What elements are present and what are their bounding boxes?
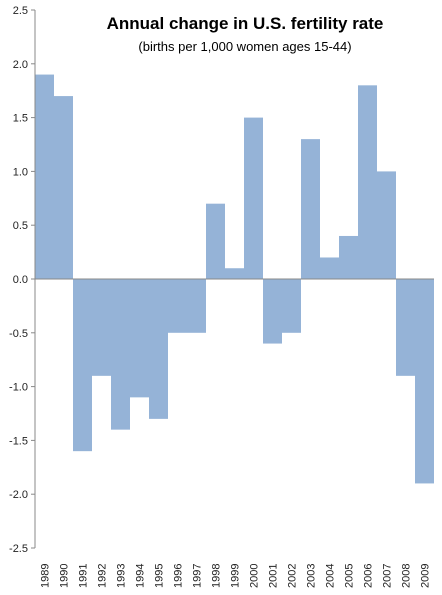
- bar-1999: [225, 268, 244, 279]
- bar-2008: [396, 279, 415, 376]
- x-tick-label: 2006: [363, 564, 375, 588]
- bar-2005: [339, 235, 358, 279]
- x-tick-label: 1992: [97, 564, 109, 588]
- chart-title: Annual change in U.S. fertility rate: [107, 14, 384, 33]
- x-tick-label: 2008: [401, 564, 413, 588]
- x-tick-label: 1997: [192, 564, 204, 588]
- bar-1992: [92, 279, 111, 376]
- x-tick-label: 2004: [325, 564, 337, 588]
- bars: [35, 74, 434, 484]
- x-tick-label: 1995: [154, 564, 166, 588]
- bar-1997: [187, 279, 206, 333]
- bar-2009: [415, 279, 434, 484]
- bar-2001: [263, 279, 282, 344]
- x-tick-label: 2001: [268, 564, 280, 588]
- x-tick-label: 1998: [211, 564, 223, 588]
- x-tick-label: 1993: [116, 564, 128, 588]
- bar-2007: [377, 171, 396, 279]
- y-tick-label: -2.0: [9, 489, 28, 501]
- bar-1998: [206, 203, 225, 279]
- x-tick-label: 2007: [382, 564, 394, 588]
- chart-subtitle: (births per 1,000 women ages 15-44): [138, 39, 351, 54]
- bar-1995: [149, 279, 168, 419]
- x-tick-label: 2009: [420, 564, 432, 588]
- x-tick-label: 1989: [40, 564, 52, 588]
- x-tick-label: 1994: [135, 564, 147, 588]
- x-tick-label: 2005: [344, 564, 356, 588]
- bar-1993: [111, 279, 130, 430]
- y-tick-label: -0.5: [9, 328, 28, 340]
- bar-2006: [358, 85, 377, 279]
- x-ticks: 1989 1990 1991 1992 1993 1994 1995 1996 1997 1998…: [40, 564, 432, 588]
- bar-1990: [54, 96, 73, 279]
- bar-1996: [168, 279, 187, 333]
- bar-1994: [130, 279, 149, 398]
- bar-1989: [35, 74, 54, 279]
- y-ticks: 2.5 2.0 1.5 1.0 0.5 0.0 -0.5 -1.0 -1.5 -2.0 -2.5: [9, 5, 35, 555]
- y-tick-label: -1.5: [9, 435, 28, 447]
- x-tick-label: 1999: [230, 564, 242, 588]
- bar-2004: [320, 257, 339, 279]
- x-tick-label: 2002: [287, 564, 299, 588]
- y-tick-label: 1.0: [13, 166, 28, 178]
- x-tick-label: 1991: [78, 564, 90, 588]
- bar-1991: [73, 279, 92, 452]
- bar-2003: [301, 139, 320, 279]
- y-tick-label: 0.0: [13, 274, 28, 286]
- x-tick-label: 2000: [249, 564, 261, 588]
- x-tick-label: 2003: [306, 564, 318, 588]
- y-tick-label: -1.0: [9, 382, 28, 394]
- bar-2000: [244, 117, 263, 279]
- y-tick-label: -2.5: [9, 543, 28, 555]
- y-tick-label: 0.5: [13, 220, 28, 232]
- y-tick-label: 2.5: [13, 5, 28, 17]
- y-tick-label: 2.0: [13, 59, 28, 71]
- x-tick-label: 1996: [173, 564, 185, 588]
- bar-2002: [282, 279, 301, 333]
- y-tick-label: 1.5: [13, 113, 28, 125]
- x-tick-label: 1990: [59, 564, 71, 588]
